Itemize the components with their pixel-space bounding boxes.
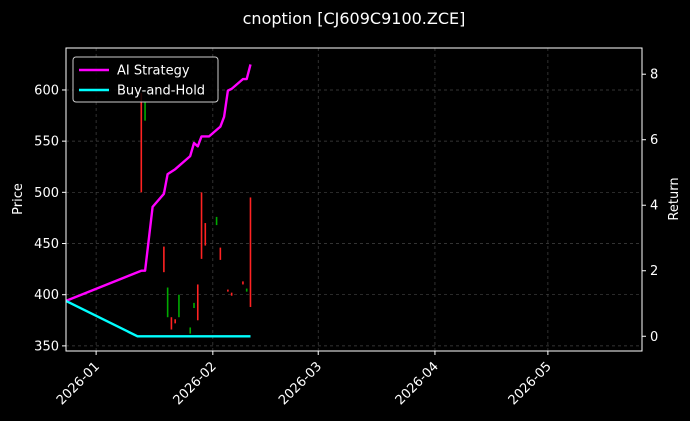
chart-title: cnoption [CJ609C9100.ZCE]	[243, 9, 466, 28]
y-right-tick-label: 6	[650, 133, 658, 148]
candlesticks	[140, 93, 252, 334]
y-axis-right-label: Return	[667, 177, 682, 220]
y-left-tick-label: 450	[34, 237, 59, 252]
series-line-buy-and-hold	[65, 299, 251, 338]
legend-label: Buy-and-Hold	[117, 84, 205, 99]
y-left-tick-label: 550	[34, 135, 59, 150]
y-left-tick-label: 500	[34, 186, 59, 201]
plot-frame	[65, 47, 643, 352]
legend-label: AI Strategy	[117, 64, 190, 79]
y-left-tick-label: 350	[34, 339, 59, 354]
legend: AI Strategy Buy-and-Hold	[72, 56, 219, 103]
series-line-ai-strategy	[65, 64, 252, 303]
y-right-tick-label: 8	[650, 68, 658, 83]
y-right-tick-label: 4	[650, 199, 658, 214]
y-right-tick-label: 0	[650, 330, 658, 345]
legend-box	[72, 56, 219, 103]
y-left-tick-label: 400	[34, 288, 59, 303]
y-left-tick-label: 600	[34, 83, 59, 98]
y-axis-left-label: Price	[11, 183, 26, 215]
series-lines	[65, 64, 252, 338]
y-right-tick-label: 2	[650, 264, 658, 279]
grid	[66, 48, 642, 351]
